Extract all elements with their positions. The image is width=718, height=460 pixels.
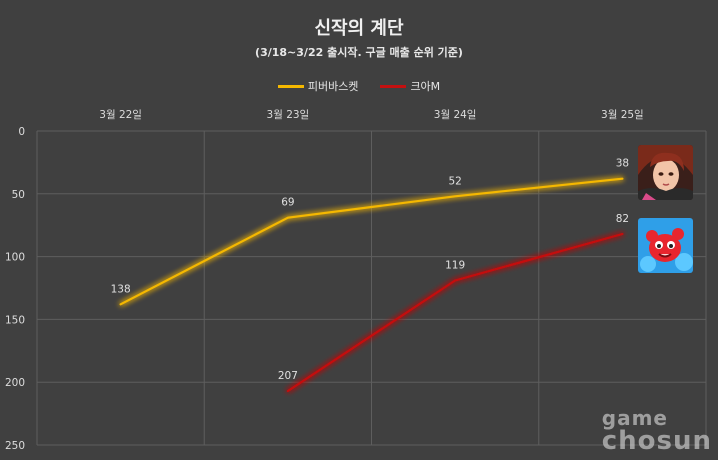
watermark-line2: chosun xyxy=(601,426,712,456)
gamechosun-watermark: game chosun xyxy=(602,408,712,454)
x-tick-label: 3월 25일 xyxy=(601,108,644,121)
data-label: 82 xyxy=(616,213,629,225)
legend-label-fever-basket: 피버바스켓 xyxy=(307,80,359,93)
x-tick-label: 3월 22일 xyxy=(99,108,142,121)
y-tick-label: 100 xyxy=(5,252,25,264)
y-tick-label: 50 xyxy=(12,189,25,201)
x-tick-label: 3월 23일 xyxy=(267,108,310,121)
y-tick-label: 0 xyxy=(18,126,25,138)
chart-subtitle: (3/18~3/22 출시작. 구글 매출 순위 기준) xyxy=(255,46,463,59)
x-tick-label: 3월 24일 xyxy=(434,108,477,121)
watermark-line1: game xyxy=(601,406,668,430)
legend-swatch-fever-basket xyxy=(277,84,304,88)
legend-label-craM: 크아M xyxy=(410,80,441,93)
y-tick-label: 200 xyxy=(5,377,25,389)
data-label: 207 xyxy=(278,370,298,382)
data-label: 138 xyxy=(111,283,131,295)
legend-swatch-craM xyxy=(380,84,407,88)
data-label: 52 xyxy=(448,175,461,187)
series-line-craM xyxy=(286,232,624,393)
legend: 피버바스켓 크아M xyxy=(0,78,718,94)
data-label: 38 xyxy=(616,158,629,170)
crazy-arcade-m-game-icon xyxy=(638,218,693,273)
fever-basket-game-icon xyxy=(638,145,693,200)
data-label: 119 xyxy=(445,259,465,271)
series-line-fever-basket xyxy=(119,177,624,306)
legend-item-fever-basket: 피버바스켓 xyxy=(277,78,359,94)
chart-title: 신작의 계단 xyxy=(314,18,404,39)
data-label: 69 xyxy=(281,197,294,209)
y-tick-label: 150 xyxy=(5,314,25,326)
legend-item-craM: 크아M xyxy=(380,78,440,94)
y-tick-label: 250 xyxy=(5,440,25,452)
